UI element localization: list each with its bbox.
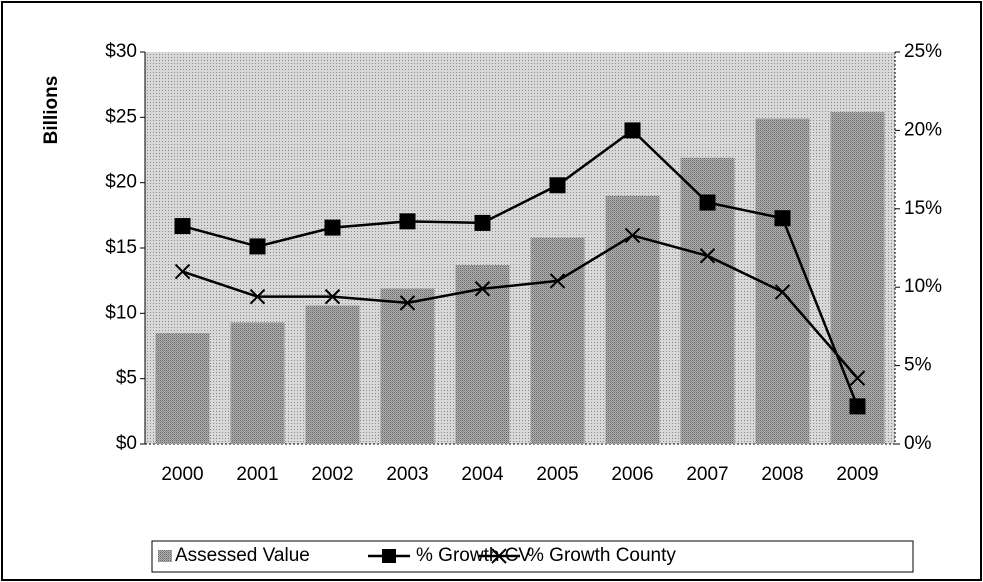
bar — [380, 288, 435, 444]
y-tick-label: $10 — [105, 302, 137, 323]
marker — [849, 398, 866, 415]
x-tick-label: 2005 — [536, 464, 578, 485]
x-tick-label: 2002 — [311, 464, 353, 485]
marker — [249, 288, 266, 305]
x-tick-label: 2001 — [236, 464, 278, 485]
x-tick-label: 2008 — [761, 464, 803, 485]
y-axis-label: Billions — [41, 76, 62, 145]
x-tick-label: 2006 — [611, 464, 653, 485]
bar — [155, 332, 210, 444]
y-tick-label: $20 — [105, 172, 137, 193]
marker — [624, 122, 641, 139]
bar — [830, 112, 885, 445]
x-tick-label: 2003 — [386, 464, 428, 485]
bar — [530, 237, 585, 444]
legend-marker — [491, 548, 507, 564]
marker — [699, 194, 716, 211]
x-tick-label: 2009 — [836, 464, 878, 485]
y2-tick-label: 15% — [904, 198, 942, 219]
marker — [849, 370, 866, 386]
y2-tick-label: 5% — [904, 355, 932, 376]
line — [182, 234, 859, 379]
bar — [755, 118, 810, 444]
y-tick-label: $0 — [116, 433, 137, 454]
y2-tick-label: 10% — [904, 276, 942, 297]
x-tick-label: 2004 — [461, 464, 504, 485]
marker — [174, 263, 191, 280]
legend-label: Assessed Value — [175, 545, 310, 566]
y2-tick-label: 25% — [904, 41, 942, 62]
marker — [399, 295, 416, 311]
marker — [774, 284, 791, 300]
legend-marker — [382, 549, 396, 563]
bar — [305, 305, 360, 444]
marker — [624, 227, 641, 244]
x-tick-label: 2000 — [161, 464, 203, 485]
marker — [249, 238, 266, 255]
marker — [324, 288, 341, 305]
y2-tick-label: 0% — [904, 433, 932, 454]
y-tick-label: $25 — [105, 106, 137, 127]
bar — [605, 195, 660, 444]
legend-label: % Growth County — [527, 545, 676, 566]
y2-tick-label: 20% — [904, 119, 942, 140]
marker — [774, 210, 791, 227]
x-tick-label: 2007 — [686, 464, 728, 485]
marker — [474, 281, 491, 297]
y-tick-label: $30 — [105, 41, 137, 62]
bar — [455, 264, 510, 444]
line — [182, 128, 859, 407]
marker — [549, 177, 566, 194]
marker — [174, 218, 191, 235]
bar — [230, 322, 285, 444]
y-tick-label: $15 — [105, 237, 137, 258]
marker — [549, 273, 566, 289]
legend-box — [151, 540, 914, 573]
marker — [699, 248, 716, 264]
legend-swatch — [158, 550, 172, 562]
marker — [324, 219, 341, 236]
marker — [474, 214, 491, 231]
y-tick-label: $5 — [116, 368, 137, 389]
marker — [399, 213, 416, 230]
